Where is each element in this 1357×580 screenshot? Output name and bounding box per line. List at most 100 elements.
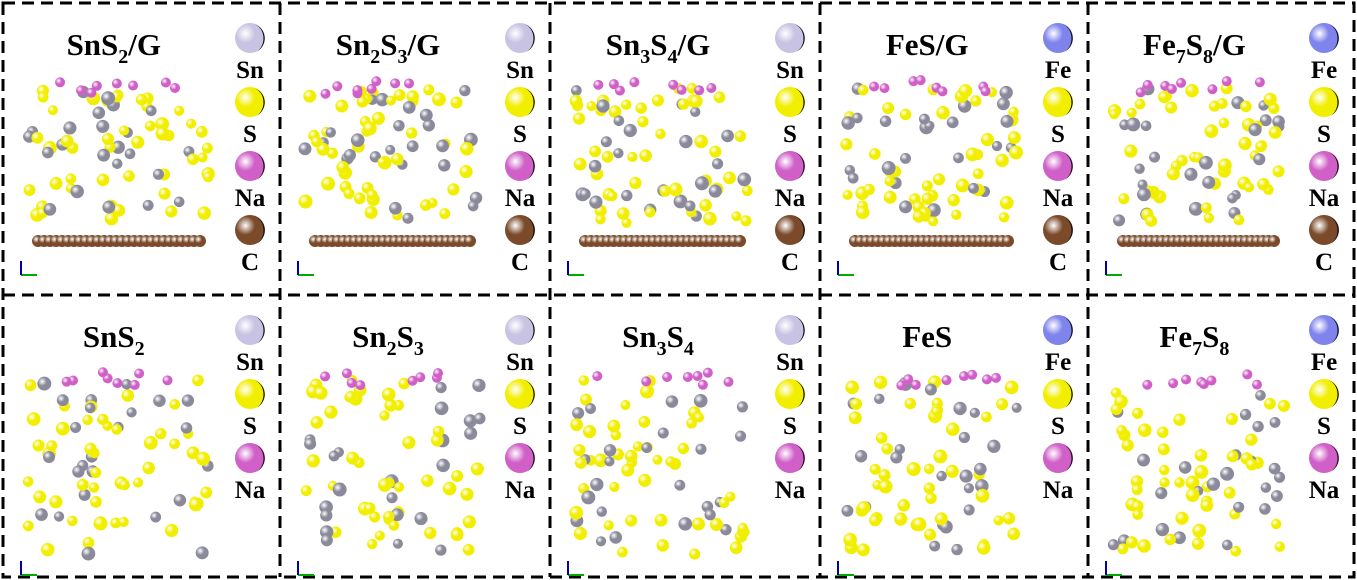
- atom: [471, 462, 484, 475]
- atom: [884, 176, 894, 186]
- structure: [21, 77, 215, 275]
- atom: [1245, 434, 1257, 446]
- atom: [371, 76, 381, 86]
- atom: [90, 467, 101, 478]
- atom: [1272, 115, 1285, 128]
- atom: [703, 212, 717, 226]
- atom: [326, 127, 336, 137]
- legend-label: Na: [775, 477, 806, 504]
- atom: [126, 407, 136, 417]
- atom: [451, 528, 464, 541]
- atom: [683, 372, 693, 382]
- atom: [1108, 539, 1119, 550]
- atom: [570, 95, 583, 108]
- atom: [641, 376, 651, 386]
- atom: [1164, 534, 1176, 546]
- atom: [1246, 458, 1258, 470]
- atom: [1009, 146, 1023, 160]
- atom: [973, 168, 984, 179]
- atom: [574, 158, 587, 171]
- atom: [848, 173, 859, 184]
- atom: [378, 157, 388, 167]
- atom: [161, 77, 171, 87]
- legend-label: S: [243, 413, 257, 440]
- atom: [1195, 449, 1208, 462]
- atom: [1204, 213, 1214, 223]
- atom: [637, 116, 648, 127]
- atom: [723, 377, 733, 387]
- atom: [407, 140, 419, 152]
- atom: [992, 141, 1002, 151]
- atom: [432, 92, 446, 106]
- atom: [624, 124, 637, 137]
- structure: [298, 368, 486, 575]
- legend-label: S: [1317, 413, 1331, 440]
- atom: [638, 416, 650, 428]
- atom: [569, 506, 583, 520]
- atom: [735, 431, 746, 442]
- atom: [981, 412, 992, 423]
- atom: [1227, 450, 1239, 462]
- atom: [843, 190, 853, 200]
- atom: [130, 380, 140, 390]
- legend-label: Sn: [236, 349, 264, 376]
- atom: [394, 482, 404, 492]
- atom: [639, 149, 652, 162]
- atom: [324, 406, 337, 419]
- atom: [196, 546, 209, 559]
- legend-label: S: [1051, 413, 1065, 440]
- atom: [996, 398, 1008, 410]
- atom: [645, 207, 656, 218]
- atom: [655, 129, 665, 139]
- atom: [625, 515, 637, 527]
- legend-label: Sn: [776, 57, 804, 84]
- atom: [1126, 117, 1140, 131]
- atom: [925, 383, 937, 395]
- atom: [438, 159, 450, 171]
- atom: [573, 444, 585, 456]
- atom: [905, 398, 916, 409]
- atom: [203, 172, 214, 183]
- atom: [882, 102, 894, 114]
- legend-label: Na: [505, 185, 536, 212]
- legend-label: S: [783, 413, 797, 440]
- atom: [1238, 137, 1251, 150]
- atom: [970, 408, 980, 418]
- atom: [1135, 99, 1146, 110]
- atom: [198, 206, 211, 219]
- atom: [1002, 235, 1014, 247]
- atom: [447, 183, 459, 195]
- atom: [981, 86, 991, 96]
- atom: [869, 514, 881, 526]
- atom: [946, 423, 959, 436]
- panel-title: Sn3S4/G: [606, 27, 710, 68]
- atom: [119, 125, 129, 135]
- atom: [94, 516, 108, 530]
- atom: [620, 400, 630, 410]
- atom: [301, 485, 312, 496]
- atom: [935, 512, 948, 525]
- atom: [1122, 439, 1134, 451]
- atom: [1149, 152, 1160, 163]
- atom: [1207, 84, 1217, 94]
- atom: [936, 471, 946, 481]
- atom: [1000, 196, 1014, 210]
- atom: [589, 160, 602, 173]
- atom: [1126, 536, 1138, 548]
- atom: [953, 402, 966, 415]
- atom: [595, 214, 605, 224]
- title-part: FeS: [902, 319, 952, 354]
- atom: [843, 533, 857, 547]
- atom: [329, 451, 340, 462]
- legend-label: Fe: [1045, 57, 1071, 84]
- title-part: 3: [398, 46, 408, 68]
- atom: [959, 371, 969, 381]
- atom: [1222, 76, 1232, 86]
- atom: [163, 375, 173, 385]
- atom: [879, 469, 891, 481]
- atom: [423, 84, 434, 95]
- panel-title: Fe7S8/G: [1143, 27, 1246, 68]
- atom: [70, 185, 83, 198]
- legend-label: Sn: [776, 349, 804, 376]
- atom: [1156, 523, 1169, 536]
